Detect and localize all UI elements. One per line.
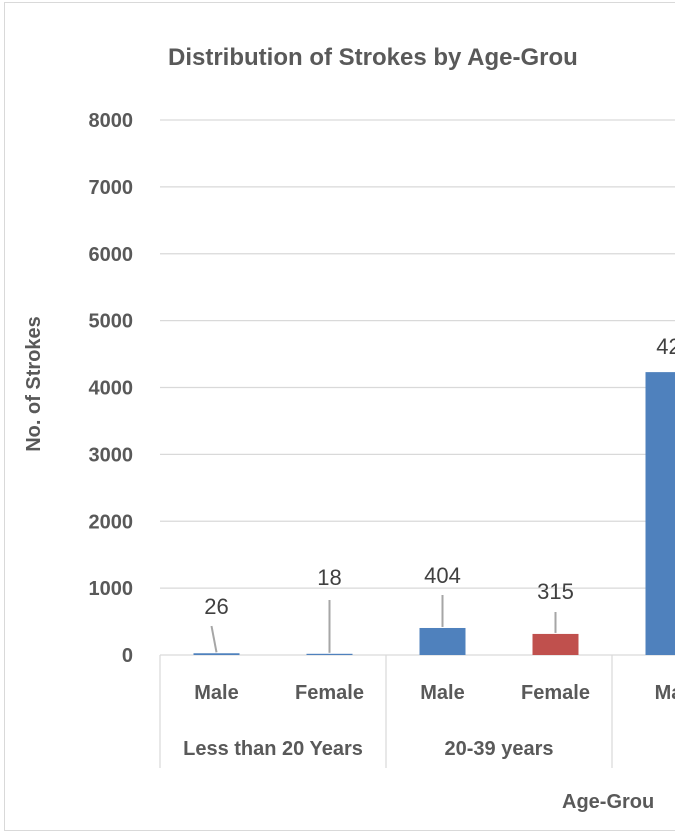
category-label: Male [420, 682, 464, 704]
y-tick-label: 3000 [89, 444, 134, 466]
y-tick-label: 7000 [89, 177, 134, 199]
chart-frame [4, 2, 675, 831]
y-axis-tick-labels: 0 1000 2000 3000 4000 5000 6000 7000 8000 [89, 110, 134, 667]
data-label: 404 [424, 563, 461, 588]
y-tick-label: 1000 [89, 578, 134, 600]
data-label: 26 [204, 594, 228, 619]
y-tick-label: 5000 [89, 311, 134, 333]
bar [645, 372, 675, 655]
y-tick-label: 6000 [89, 244, 134, 266]
leader-line [210, 625, 218, 653]
x-axis-category-labels: Male Female Male Female Ma Less than 20 Years… [159, 655, 675, 768]
bar [193, 653, 240, 655]
y-tick-label: 8000 [89, 110, 134, 132]
bar [532, 633, 579, 655]
category-label: Ma [655, 682, 675, 704]
group-label: Less than 20 Years [183, 738, 363, 760]
category-label: Female [295, 682, 364, 704]
data-labels: 26 18 404 315 42 [204, 334, 675, 653]
y-tick-label: 2000 [89, 511, 134, 533]
group-label: 20-39 years [445, 738, 554, 760]
data-label: 18 [317, 565, 341, 590]
data-label: 42 [656, 334, 675, 359]
y-tick-label: 4000 [89, 378, 134, 400]
category-label: Female [521, 682, 590, 704]
y-axis-title: No. of Strokes [23, 316, 45, 452]
category-label: Male [194, 682, 238, 704]
bar [419, 627, 466, 655]
chart-title: Distribution of Strokes by Age-Grou [168, 44, 578, 71]
y-tick-label: 0 [122, 645, 133, 667]
gridlines [160, 119, 675, 656]
x-axis-title: Age-Grou [562, 791, 654, 813]
data-label: 315 [537, 579, 574, 604]
bars [193, 372, 675, 655]
bar [306, 653, 353, 655]
